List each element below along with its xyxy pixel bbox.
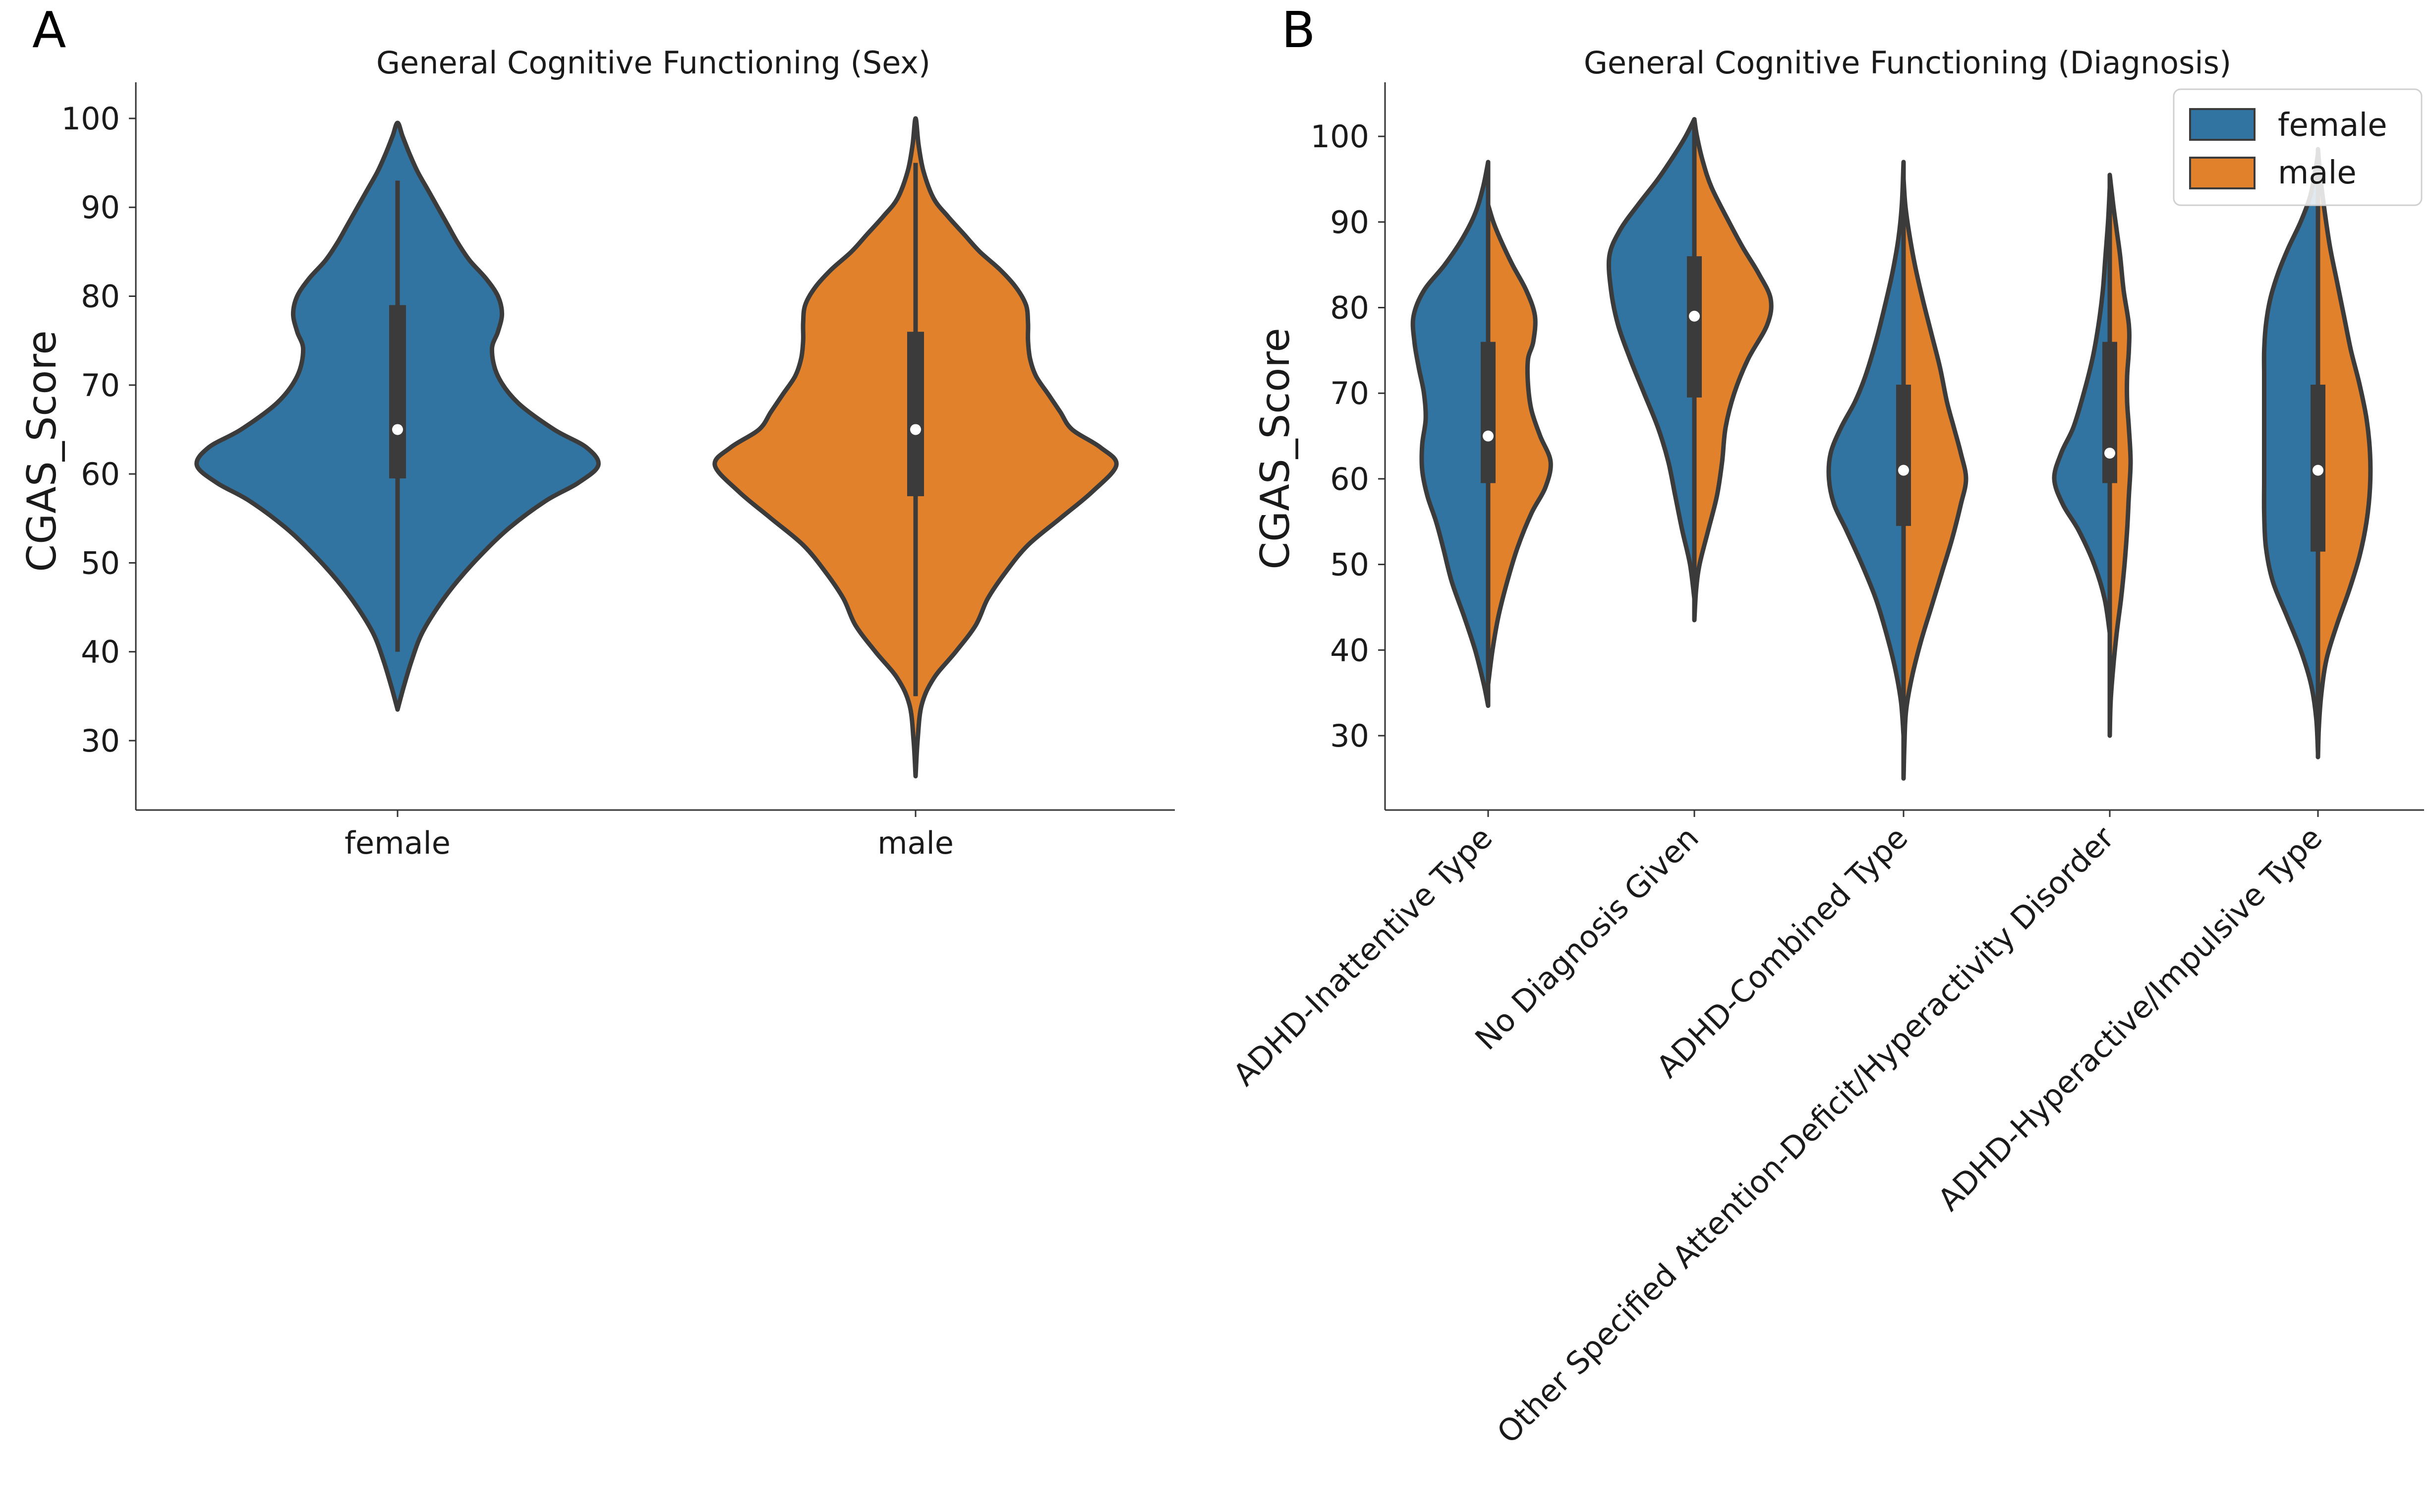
- panel-a: A General Cognitive Functioning (Sex) CG…: [19, 1, 1175, 861]
- y-tick-label: 80: [81, 279, 120, 315]
- violin-adhd-combined-type-right: [1901, 177, 1968, 781]
- panel-b-title: General Cognitive Functioning (Diagnosis…: [1584, 45, 2231, 81]
- legend-swatch-male: [2189, 157, 2256, 189]
- iqr-box-no-diagnosis-given: [1687, 256, 1702, 398]
- y-tick-label: 90: [1330, 204, 1369, 240]
- iqr-box-female: [389, 305, 406, 479]
- y-tick-label: 100: [1311, 118, 1369, 155]
- violin-other-specified-attention-deficit-hyperactivity-disorder-left: [2052, 185, 2112, 636]
- y-tick-label: 70: [1330, 375, 1369, 411]
- median-dot-no-diagnosis-given: [1689, 310, 1700, 322]
- median-dot-adhd-hyperactive-impulsive-type: [2313, 465, 2323, 476]
- iqr-box-adhd-inattentive-type: [1481, 342, 1496, 483]
- y-tick-label: 50: [81, 545, 120, 581]
- y-tick-label: 60: [1330, 461, 1369, 497]
- legend-label-female: female: [2278, 107, 2387, 144]
- median-dot-male: [910, 424, 921, 435]
- y-tick-label: 30: [81, 723, 120, 759]
- y-tick-label: 40: [81, 634, 120, 670]
- y-tick-label: 40: [1330, 632, 1369, 668]
- violin-other-specified-attention-deficit-hyperactivity-disorder-right: [2107, 173, 2133, 738]
- iqr-box-other-specified-attention-deficit-hyperactivity-disorder: [2102, 342, 2117, 483]
- x-tick-label-adhd-inattentive-type: ADHD-Inattentive Type: [1226, 819, 1500, 1093]
- panel-b-legend: female male: [2173, 88, 2423, 206]
- violin-no-diagnosis-given-left: [1606, 117, 1697, 601]
- x-tick-label-male: male: [877, 825, 954, 861]
- median-dot-adhd-inattentive-type: [1483, 430, 1494, 442]
- y-tick-label: 30: [1330, 718, 1369, 754]
- violin-adhd-combined-type-left: [1826, 160, 1906, 738]
- median-dot-other-specified-attention-deficit-hyperactivity-disorder: [2104, 448, 2115, 459]
- violin-adhd-hyperactive-impulsive-type-left: [2261, 151, 2320, 755]
- violin-adhd-hyperactive-impulsive-type-right: [2315, 147, 2373, 759]
- legend-swatch-female: [2189, 108, 2256, 141]
- median-dot-female: [392, 424, 403, 435]
- panel-b-letter: B: [1281, 1, 1316, 59]
- iqr-box-male: [907, 332, 924, 496]
- panel-a-title: General Cognitive Functioning (Sex): [376, 45, 930, 81]
- panel-a-violins: [194, 116, 1119, 779]
- y-tick-label: 80: [1330, 290, 1369, 326]
- panel-b-y-ticks: 30 40 50 60 70 80 90 100: [1311, 118, 1385, 754]
- violin-adhd-inattentive-type-left: [1410, 160, 1491, 708]
- x-tick-label-no-diagnosis-given: No Diagnosis Given: [1468, 819, 1706, 1057]
- panel-b: B General Cognitive Functioning (Diagnos…: [1226, 1, 2424, 1451]
- iqr-box-adhd-combined-type: [1896, 384, 1911, 526]
- violin-no-diagnosis-given-right: [1692, 117, 1774, 623]
- panel-b-violins: [1410, 117, 2373, 781]
- panel-a-letter: A: [32, 1, 66, 59]
- x-tick-label-adhd-hyperactive-impulsive-type: ADHD-Hyperactive/Impulsive Type: [1931, 819, 2329, 1218]
- x-tick-label-female: female: [345, 825, 451, 861]
- y-tick-label: 100: [61, 101, 120, 137]
- legend-label-male: male: [2278, 155, 2357, 191]
- panel-a-x-ticks: female male: [345, 810, 954, 861]
- median-dot-adhd-combined-type: [1898, 465, 1909, 476]
- panel-b-y-axis-label: CGAS_Score: [1252, 328, 1298, 569]
- panel-a-y-axis-label: CGAS_Score: [19, 330, 65, 572]
- y-tick-label: 60: [81, 456, 120, 492]
- violin-adhd-inattentive-type-right: [1486, 202, 1553, 687]
- panel-a-y-ticks: 30 40 50 60 70 80 90 100: [61, 101, 136, 759]
- y-tick-label: 50: [1330, 547, 1369, 583]
- y-tick-label: 70: [81, 367, 120, 404]
- y-tick-label: 90: [81, 189, 120, 226]
